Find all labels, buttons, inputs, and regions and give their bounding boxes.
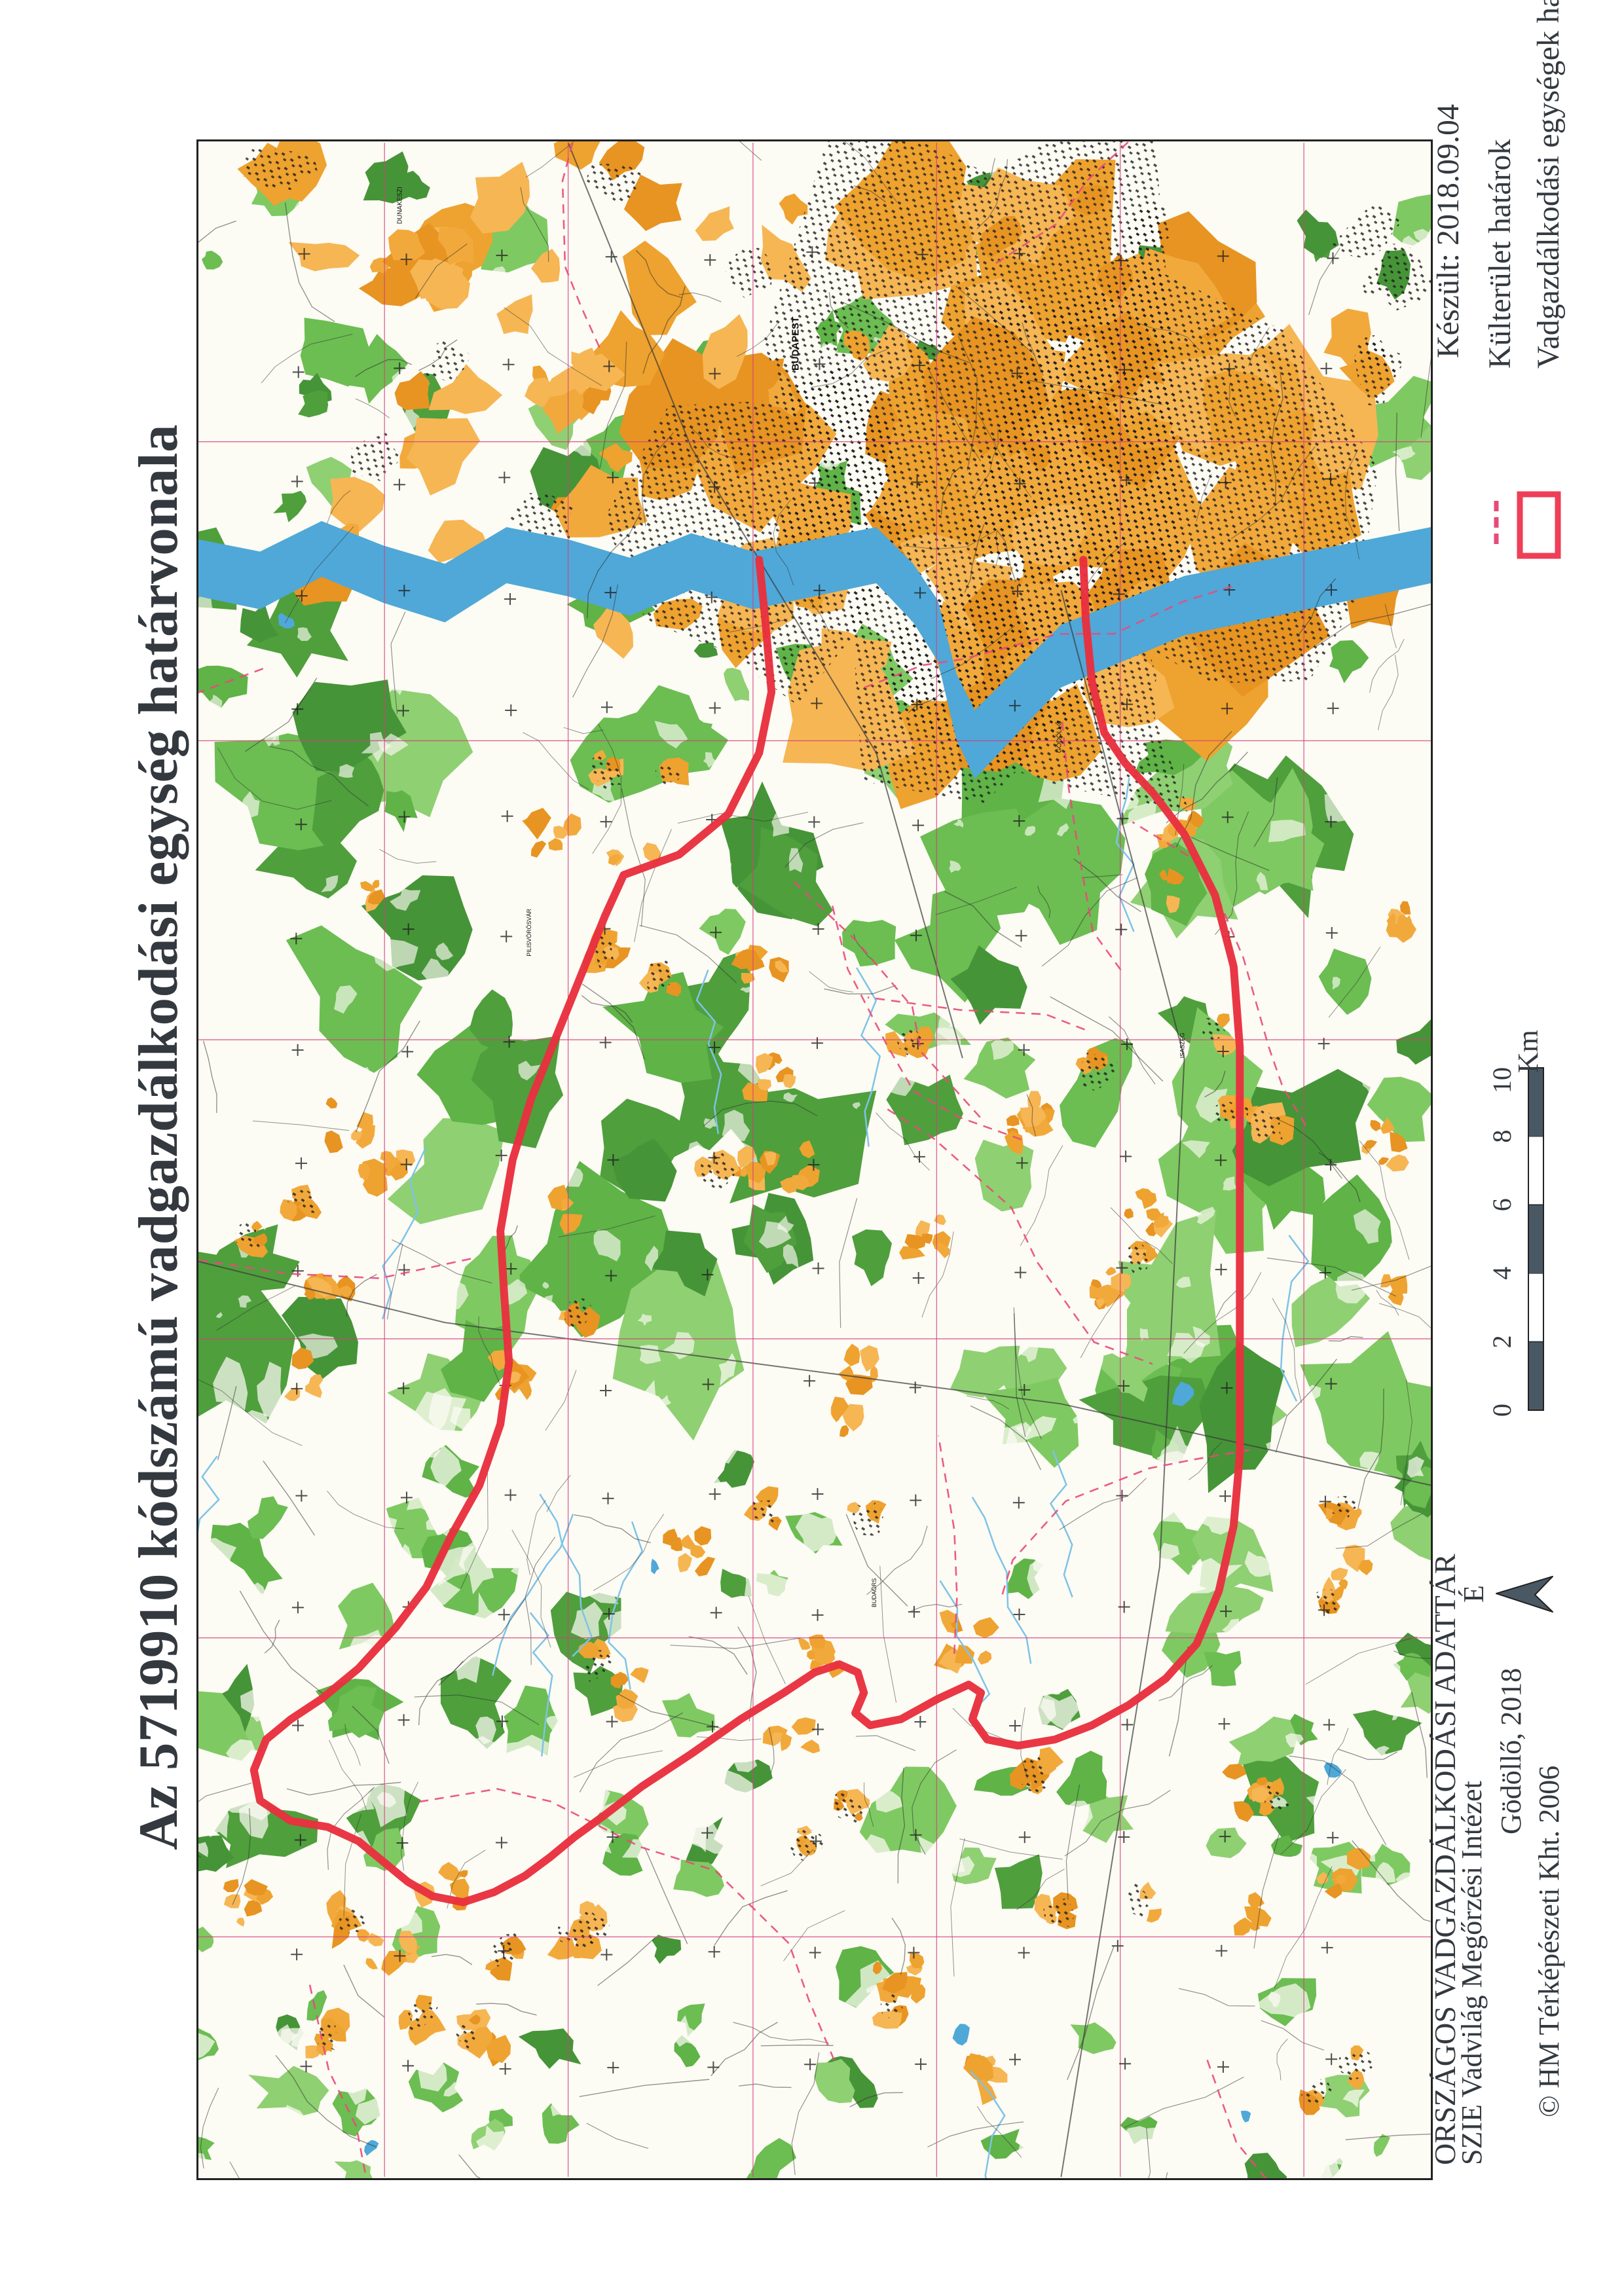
svg-text:Gödöllő, 2018: Gödöllő, 2018 <box>1495 1668 1527 1834</box>
svg-text:2: 2 <box>1487 1335 1517 1348</box>
svg-text:6: 6 <box>1487 1198 1517 1211</box>
svg-text:0: 0 <box>1487 1404 1517 1417</box>
svg-text:© HM Térképészeti Kht. 2006: © HM Térképészeti Kht. 2006 <box>1533 1766 1565 2117</box>
svg-text:SZIE Vadvilág Megőrzési Intéze: SZIE Vadvilág Megőrzési Intézet <box>1456 1781 1488 2165</box>
svg-text:Vadgazdálkodási egységek határ: Vadgazdálkodási egységek határvonala <box>1531 0 1566 369</box>
svg-text:É: É <box>1458 1585 1490 1603</box>
svg-text:Készült: 2018.09.04: Készült: 2018.09.04 <box>1431 104 1466 358</box>
svg-text:Km: Km <box>1512 1030 1544 1073</box>
svg-text:Külterület határok: Külterület határok <box>1483 139 1517 369</box>
svg-text:8: 8 <box>1487 1130 1517 1143</box>
svg-text:4: 4 <box>1487 1267 1517 1280</box>
